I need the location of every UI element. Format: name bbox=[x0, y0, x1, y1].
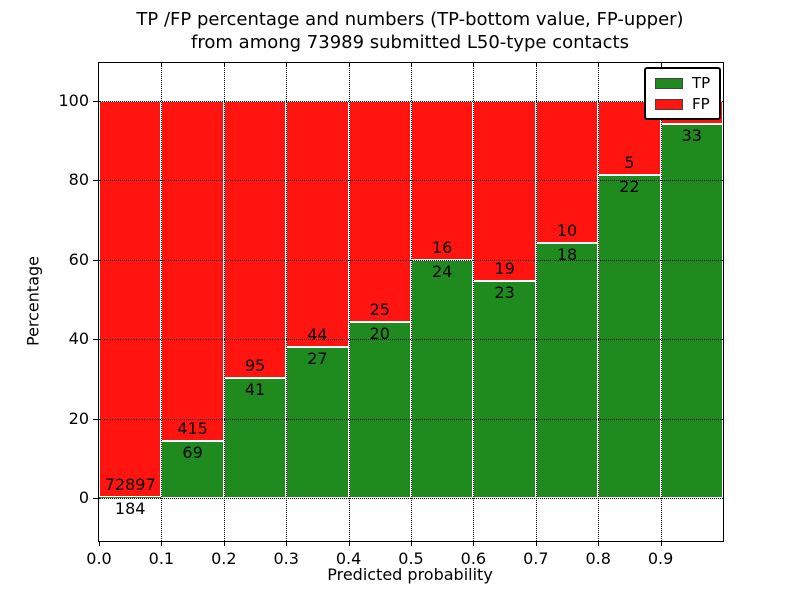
x-top-tick bbox=[223, 63, 225, 67]
fp-count-label: 5 bbox=[624, 152, 635, 172]
x-tick-label: 0.7 bbox=[523, 549, 549, 568]
gridline-vertical bbox=[348, 63, 350, 541]
y-tick-label: 20 bbox=[68, 408, 89, 428]
x-top-tick bbox=[473, 63, 475, 67]
x-tick-label: 0.3 bbox=[273, 549, 299, 568]
legend-swatch-tp-icon bbox=[655, 77, 683, 89]
bar-segment-tp bbox=[286, 347, 349, 498]
gridline-vertical bbox=[286, 63, 288, 541]
fp-count-label: 72897 bbox=[104, 475, 156, 494]
x-tick bbox=[598, 541, 600, 546]
legend-swatch-fp-icon bbox=[655, 98, 683, 110]
chart-title-line1: TP /FP percentage and numbers (TP-bottom… bbox=[136, 9, 684, 30]
bar-segment-tp bbox=[473, 280, 536, 498]
fp-count-label: 16 bbox=[432, 237, 453, 257]
bar-segment-tp bbox=[535, 242, 599, 498]
x-tick-label: 0.2 bbox=[211, 549, 237, 568]
tp-count-label: 18 bbox=[556, 244, 578, 264]
fp-count-label: 95 bbox=[244, 356, 266, 376]
y-axis-label: Percentage bbox=[23, 255, 43, 347]
tp-count-label: 69 bbox=[182, 443, 203, 463]
x-tick bbox=[473, 541, 475, 546]
x-tick bbox=[348, 541, 350, 546]
gridline-vertical bbox=[161, 63, 163, 541]
fp-count-label: 10 bbox=[556, 220, 578, 240]
bar-segment-tp bbox=[598, 174, 661, 498]
tp-count-label: 33 bbox=[681, 125, 702, 145]
x-tick bbox=[286, 541, 288, 546]
x-top-tick bbox=[348, 63, 350, 67]
bar-segment-fp bbox=[161, 101, 224, 442]
bar-segment-fp bbox=[348, 101, 411, 322]
gridline-vertical bbox=[473, 63, 475, 541]
fp-count-label: 44 bbox=[307, 325, 328, 345]
gridline-vertical bbox=[660, 63, 662, 541]
x-top-tick bbox=[286, 63, 288, 67]
plot-area: TP FP 184 72897 69 415 41 95 27 44 20 25 24 16 23 19 1… bbox=[58, 62, 724, 568]
x-tick bbox=[99, 541, 100, 546]
x-tick bbox=[535, 541, 537, 546]
x-tick bbox=[161, 541, 163, 546]
tp-count-label: 27 bbox=[307, 349, 328, 369]
x-tick-label: 0.0 bbox=[86, 549, 112, 568]
x-top-tick bbox=[161, 63, 163, 67]
x-tick bbox=[660, 541, 662, 546]
gridline-vertical bbox=[223, 63, 225, 541]
x-top-tick bbox=[535, 63, 537, 67]
y-tick bbox=[93, 498, 99, 499]
fp-count-label: 25 bbox=[369, 299, 390, 319]
x-tick bbox=[223, 541, 225, 546]
x-tick-label: 0.6 bbox=[460, 549, 487, 568]
legend-entry-fp: FP bbox=[655, 96, 710, 112]
y-tick-label: 0 bbox=[78, 488, 89, 507]
legend: TP FP bbox=[644, 67, 722, 120]
bar-segment-tp bbox=[99, 497, 162, 498]
tp-count-label: 184 bbox=[114, 499, 146, 518]
x-tick-label: 0.1 bbox=[148, 549, 175, 568]
y-tick-label: 60 bbox=[68, 249, 89, 269]
gridline-vertical bbox=[535, 63, 537, 541]
fp-count-label: 415 bbox=[177, 419, 208, 439]
x-top-tick bbox=[411, 63, 412, 67]
tp-count-label: 41 bbox=[244, 380, 266, 400]
tp-count-label: 23 bbox=[494, 282, 515, 302]
y-tick-label: 100 bbox=[58, 91, 89, 110]
x-top-tick bbox=[660, 63, 662, 67]
x-tick-label: 0.4 bbox=[335, 549, 362, 568]
y-tick-label: 80 bbox=[68, 170, 89, 190]
gridline-vertical bbox=[411, 63, 412, 541]
legend-label-tp: TP bbox=[692, 74, 711, 92]
bar-segment-fp bbox=[223, 101, 287, 379]
legend-label-fp: FP bbox=[692, 95, 710, 113]
chart-title-line2: from among 73989 submitted L50-type cont… bbox=[191, 32, 629, 53]
x-tick-label: 0.9 bbox=[647, 549, 674, 568]
tp-count-label: 24 bbox=[432, 261, 453, 281]
y-tick bbox=[93, 418, 99, 420]
tp-count-label: 22 bbox=[619, 176, 640, 196]
tp-count-label: 20 bbox=[369, 323, 390, 343]
x-tick-label: 0.8 bbox=[585, 549, 611, 568]
gridline-vertical bbox=[598, 63, 600, 541]
bar-segment-tp bbox=[223, 378, 287, 498]
x-tick bbox=[411, 541, 412, 546]
y-tick bbox=[93, 101, 99, 102]
bar-segment-fp bbox=[99, 101, 162, 497]
bar-segment-fp bbox=[473, 101, 536, 281]
x-tick-label: 0.5 bbox=[398, 549, 424, 568]
y-tick-label: 40 bbox=[68, 329, 89, 349]
y-tick bbox=[93, 339, 99, 341]
fp-count-label: 19 bbox=[494, 258, 515, 278]
y-tick bbox=[93, 180, 99, 182]
legend-entry-tp: TP bbox=[655, 75, 710, 91]
bar-segment-tp bbox=[348, 321, 411, 498]
y-tick bbox=[93, 259, 99, 261]
x-top-tick bbox=[598, 63, 600, 67]
x-axis-label: Predicted probability bbox=[327, 565, 493, 584]
bar-segment-tp bbox=[411, 259, 474, 498]
chart-title: TP /FP percentage and numbers (TP-bottom… bbox=[98, 8, 722, 54]
bar-segment-fp bbox=[286, 101, 349, 348]
